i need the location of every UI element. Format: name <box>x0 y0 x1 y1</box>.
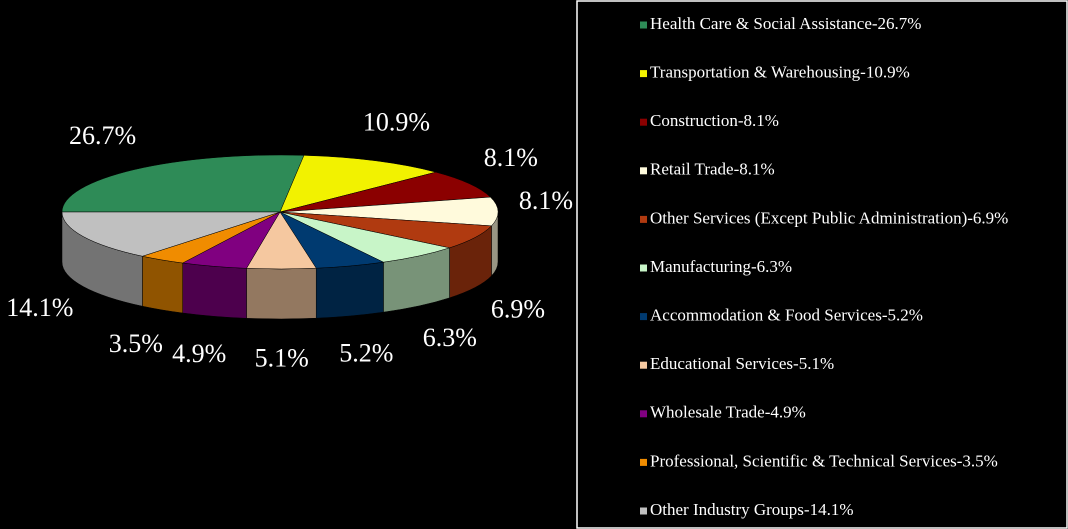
data-label: 8.1% <box>519 186 573 215</box>
legend-swatch <box>640 410 647 418</box>
pie-slice <box>279 155 437 213</box>
legend-label: Health Care & Social Assistance-26.7% <box>650 14 921 33</box>
data-label: 5.2% <box>339 339 393 368</box>
legend-label: Transportation & Warehousing-10.9% <box>650 63 910 82</box>
pie-slice <box>61 154 305 213</box>
data-label: 4.9% <box>172 339 226 368</box>
data-label: 6.9% <box>491 294 545 323</box>
legend-label: Other Industry Groups-14.1% <box>650 500 854 519</box>
data-label: 3.5% <box>109 329 163 358</box>
pie-slice-side <box>182 262 247 319</box>
data-label: 5.1% <box>255 343 309 372</box>
legend-label: Educational Services-5.1% <box>650 354 834 373</box>
legend-label: Manufacturing-6.3% <box>650 257 792 276</box>
data-label: 6.3% <box>423 323 477 352</box>
legend-box <box>576 0 1068 529</box>
legend-swatch <box>640 21 647 29</box>
data-label: 26.7% <box>69 121 136 150</box>
legend-swatch <box>640 118 647 126</box>
data-label: 8.1% <box>484 143 538 172</box>
legend-swatch <box>640 507 647 515</box>
legend-label: Accommodation & Food Services-5.2% <box>650 306 923 325</box>
pie-slice <box>279 171 492 213</box>
pie-slice-side <box>142 255 183 314</box>
legend-label: Professional, Scientific & Technical Ser… <box>650 451 998 470</box>
data-label: 14.1% <box>6 293 73 322</box>
legend-label: Wholesale Trade-4.9% <box>650 403 806 422</box>
legend-swatch <box>640 361 647 369</box>
legend-label: Construction-8.1% <box>650 111 779 130</box>
pie-slice <box>279 196 499 227</box>
pie-slice <box>61 211 281 257</box>
legend-label: Other Services (Except Public Administra… <box>650 208 1008 227</box>
legend-label: Retail Trade-8.1% <box>650 160 775 179</box>
legend-swatch <box>640 167 647 175</box>
legend-swatch <box>640 70 647 78</box>
pie-slice-side <box>246 267 317 320</box>
legend-swatch <box>640 264 647 272</box>
legend-swatch <box>640 458 647 466</box>
legend-swatch <box>640 215 647 223</box>
data-label: 10.9% <box>363 108 430 137</box>
pie-slice-side <box>315 261 384 319</box>
legend-swatch <box>640 313 647 321</box>
